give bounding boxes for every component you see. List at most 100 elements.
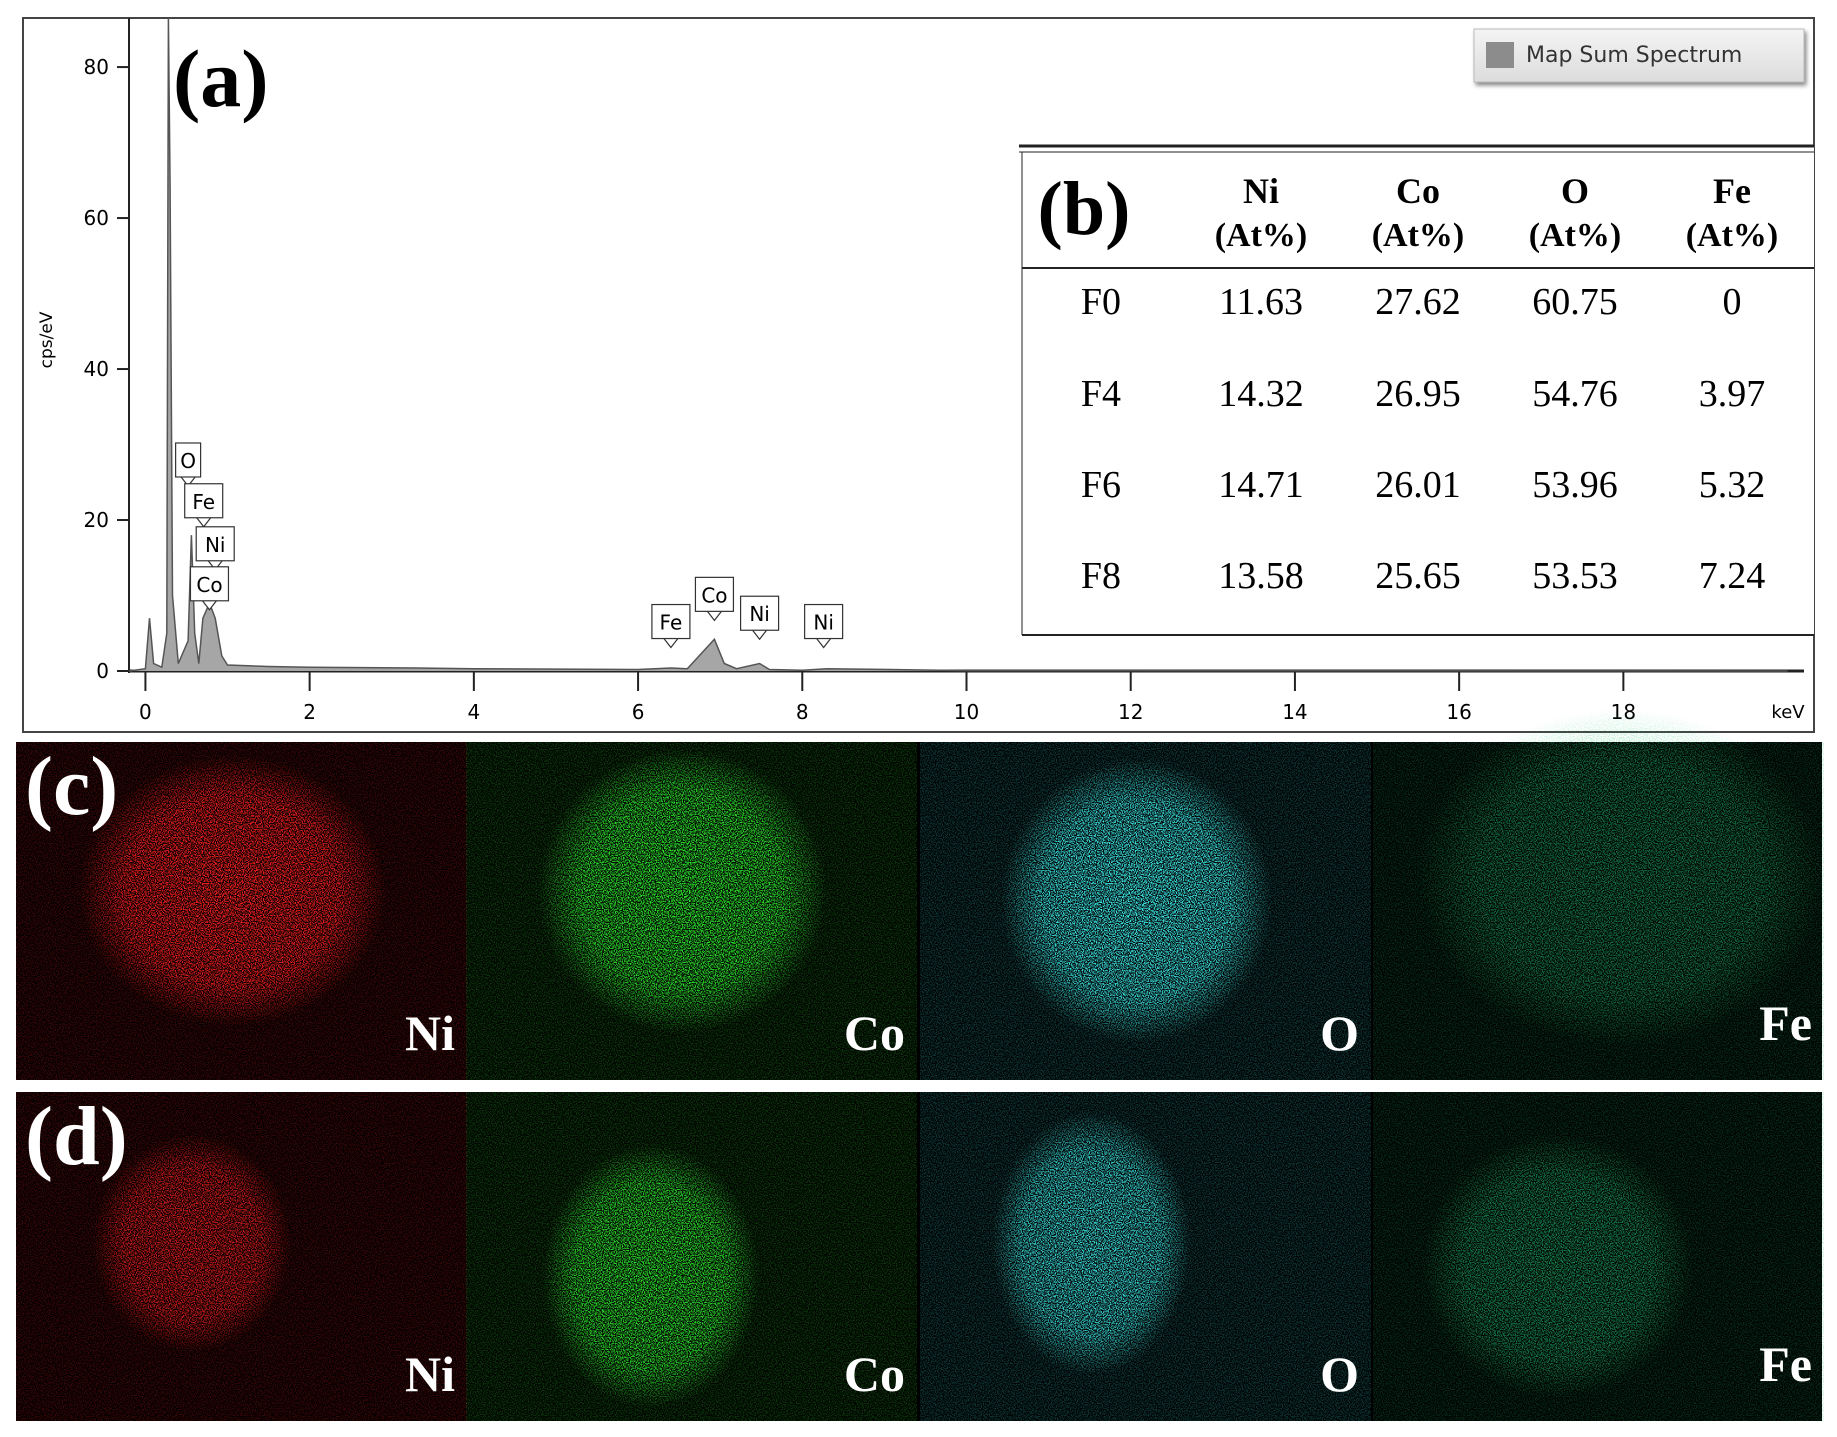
peak-label-box [694, 576, 735, 612]
legend-box [1473, 28, 1805, 83]
peak-label-box [184, 483, 224, 519]
peak-label: Co [701, 583, 727, 607]
y-tick-label: 40 [84, 357, 109, 381]
x-axis-label: keV [1771, 702, 1805, 723]
peak-label-box [195, 526, 235, 562]
row-header: F8 [1081, 555, 1121, 597]
peak-label: Fe [192, 490, 215, 514]
table-cell: 27.62 [1375, 281, 1461, 323]
x-tick-label: 6 [632, 700, 645, 724]
table-cell: 14.32 [1218, 373, 1304, 415]
table-cell: 54.76 [1532, 373, 1618, 415]
column-unit: (At%) [1372, 217, 1465, 254]
table-cell: 14.71 [1218, 464, 1304, 506]
table-cell: 13.58 [1218, 555, 1304, 597]
panel-label: (a) [173, 33, 269, 124]
element-map [466, 742, 917, 1080]
peak-label: Fe [660, 611, 683, 635]
y-tick-label: 0 [96, 659, 109, 683]
peak-pointer [663, 638, 679, 649]
peak-label: Co [196, 573, 222, 597]
panel-label: (d) [25, 1090, 128, 1183]
table-cell: 3.97 [1699, 373, 1766, 415]
element-maps: Ni Co O Fe (c) Ni Co O Fe (d) [16, 708, 1825, 1421]
element-map [920, 1092, 1371, 1421]
map-label: O [1320, 1005, 1359, 1061]
table: (b) Ni (At%) Co (At%) O (At%) Fe (At%) F0 11.63 27… [1019, 144, 1814, 636]
map-blob [1418, 708, 1825, 1047]
y-tick-label: 20 [84, 508, 109, 532]
spectrum-plot: 020406080024681012141618OFeNiCoFeCoNiNi [84, 17, 1804, 724]
table-cell: 7.24 [1699, 555, 1766, 597]
element-map [1373, 1092, 1824, 1421]
peak-pointer [816, 638, 832, 649]
y-axis-label: cps/eV [37, 311, 57, 368]
x-tick-label: 10 [954, 700, 979, 724]
peak-label: Ni [813, 611, 834, 635]
row-header: F4 [1081, 373, 1121, 415]
x-tick-label: 0 [139, 700, 152, 724]
map-label: Ni [405, 1346, 455, 1402]
table-cell: 5.32 [1699, 464, 1766, 506]
map-blob [542, 1144, 760, 1408]
panel-label: (c) [25, 740, 118, 833]
table-cell: 53.96 [1532, 464, 1618, 506]
element-map [920, 742, 1371, 1080]
table-bg [1021, 146, 1814, 635]
panel-label: (b) [1038, 167, 1131, 251]
y-tick-label: 60 [84, 206, 109, 230]
element-map [1373, 708, 1825, 1080]
map-blob [92, 1134, 292, 1352]
peak-label-box [739, 595, 780, 631]
column-unit: (At%) [1686, 217, 1779, 254]
map-blob [1001, 758, 1272, 1043]
map-label: Co [844, 1346, 905, 1402]
table-cell: 11.63 [1219, 281, 1303, 323]
column-header: O [1561, 171, 1589, 211]
row-header: F6 [1081, 464, 1121, 506]
element-map [16, 742, 467, 1080]
table-cell: 53.53 [1532, 555, 1618, 597]
peak-label: Ni [749, 602, 770, 626]
element-map [16, 1092, 467, 1421]
table-cell: 0 [1723, 281, 1742, 323]
spectrum-line [128, 17, 1788, 672]
peak-label-box [189, 566, 230, 602]
legend-swatch [1486, 42, 1514, 68]
column-header: Co [1396, 171, 1440, 211]
column-header: Ni [1243, 171, 1279, 211]
y-tick-label: 80 [84, 55, 109, 79]
map-label: Fe [1759, 995, 1812, 1051]
map-label: O [1320, 1346, 1359, 1402]
column-unit: (At%) [1529, 217, 1622, 254]
legend-label: Map Sum Spectrum [1526, 43, 1742, 68]
map-blob [992, 1111, 1191, 1375]
row-header: F0 [1081, 281, 1121, 323]
x-tick-label: 14 [1282, 700, 1307, 724]
table-cell: 26.01 [1375, 464, 1461, 506]
peak-pointer [752, 629, 768, 641]
table-cell: 60.75 [1532, 281, 1618, 323]
x-tick-label: 8 [796, 700, 809, 724]
map-label: Co [844, 1005, 905, 1061]
peak-pointer [201, 600, 217, 611]
peak-label: Ni [205, 533, 226, 557]
x-tick-label: 4 [467, 700, 480, 724]
peak-label-box [175, 442, 202, 478]
peak-label-box [651, 603, 691, 640]
map-blob [79, 755, 386, 1026]
map-blob [1422, 1134, 1694, 1398]
map-blob [538, 748, 827, 1033]
peak-pointer [706, 610, 722, 622]
peak-label: O [180, 449, 196, 473]
table-cell: 25.65 [1375, 555, 1461, 597]
x-tick-label: 2 [303, 700, 316, 724]
peak-label-box [804, 603, 844, 640]
map-label: Ni [405, 1005, 455, 1061]
element-map [466, 1092, 917, 1421]
column-header: Fe [1713, 171, 1751, 211]
table-cell: 26.95 [1375, 373, 1461, 415]
x-tick-label: 16 [1446, 700, 1471, 724]
